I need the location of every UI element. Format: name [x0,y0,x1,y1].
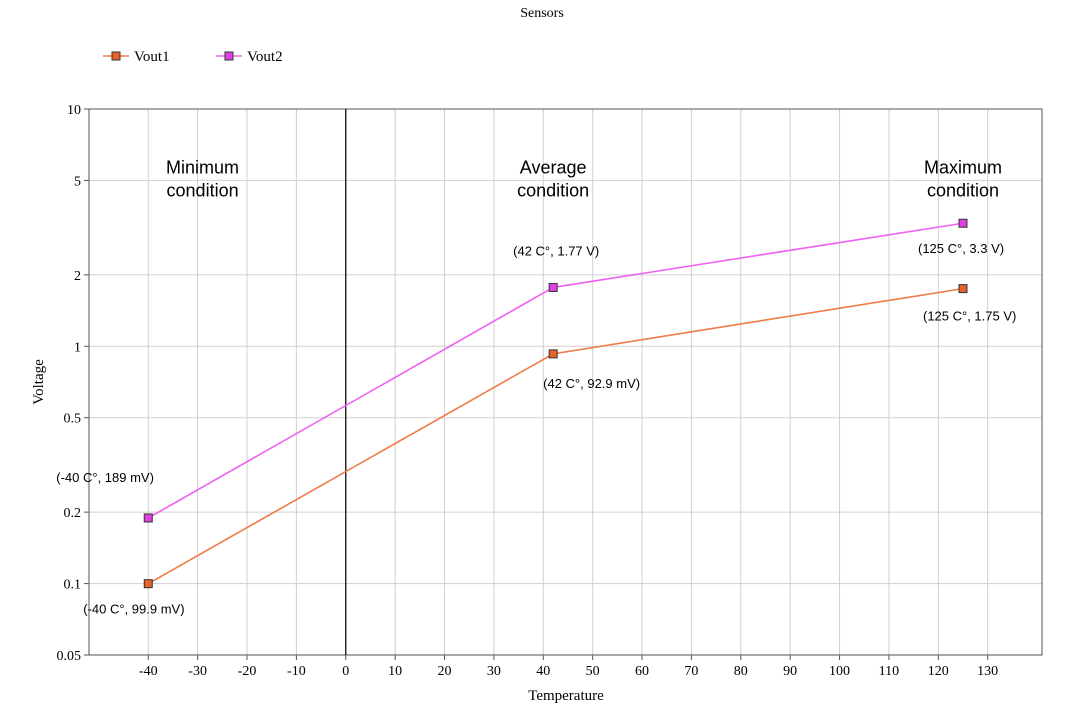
x-tick-label: 120 [928,664,949,679]
condition-annotation: condition [167,180,239,200]
x-tick-label: -20 [238,664,257,679]
labels-layer: (-40 C°, 99.9 mV) (42 C°, 92.9 mV) (125 C°… [56,157,1016,616]
point-label: (42 C°, 92.9 mV) [543,376,640,391]
y-tick-label: 0.2 [64,506,82,521]
point-label: (125 C°, 3.3 V) [918,241,1004,256]
y-tick-label: 0.05 [57,649,82,664]
x-tick-label: 0 [342,664,349,679]
legend-marker-vout2 [224,51,234,61]
legend-marker-vout1 [111,51,121,61]
y-tick-label: 0.1 [64,578,82,593]
data-point-vout1 [548,349,558,359]
x-tick-label: -40 [139,664,158,679]
chart-title: Sensors [520,6,564,21]
y-axis-label: Voltage [31,359,47,405]
condition-annotation: condition [517,180,589,200]
condition-annotation: condition [927,180,999,200]
data-point-vout2 [143,513,153,523]
x-tick-label: 60 [635,664,649,679]
data-point-vout1 [958,284,968,294]
x-tick-label: 70 [684,664,698,679]
x-tick-label: 110 [879,664,899,679]
condition-annotation: Minimum [166,157,239,177]
legend: Vout1 Vout2 [103,49,283,65]
x-tick-label: 10 [388,664,402,679]
point-label: (-40 C°, 189 mV) [56,470,154,485]
axes: -40 -30 -20 -10 0 10 20 30 40 50 60 70 80 90 100 110 120… [57,103,1043,679]
condition-annotation: Maximum [924,157,1002,177]
y-tick-label: 10 [67,103,81,118]
data-point-vout2 [548,282,558,292]
x-axis-label: Temperature [528,688,604,704]
x-tick-label: 100 [829,664,850,679]
series-line-vout2 [147,222,964,519]
point-label: (42 C°, 1.77 V) [513,243,599,258]
data-point-vout1 [143,579,153,589]
y-tick-label: 5 [74,174,81,189]
legend-label-vout2: Vout2 [247,49,283,65]
point-label: (-40 C°, 99.9 mV) [83,602,184,617]
x-tick-label: 130 [977,664,998,679]
condition-annotation: Average [520,157,587,177]
grid [89,108,1042,656]
x-tick-label: -30 [188,664,207,679]
y-tick-label: 2 [74,269,81,284]
plot-area-frame [88,108,1043,656]
series-line-vout1 [147,287,964,585]
x-tick-label: 50 [586,664,600,679]
y-tick-label: 1 [74,340,81,355]
x-tick-label: -10 [287,664,306,679]
x-tick-label: 30 [487,664,501,679]
x-tick-label: 90 [783,664,797,679]
x-tick-label: 80 [734,664,748,679]
data-point-vout2 [958,218,968,228]
series-layer [143,218,968,589]
legend-label-vout1: Vout1 [134,49,170,65]
y-tick-label: 0.5 [64,412,82,427]
x-tick-label: 40 [536,664,550,679]
x-tick-label: 20 [438,664,452,679]
point-label: (125 C°, 1.75 V) [923,309,1016,324]
